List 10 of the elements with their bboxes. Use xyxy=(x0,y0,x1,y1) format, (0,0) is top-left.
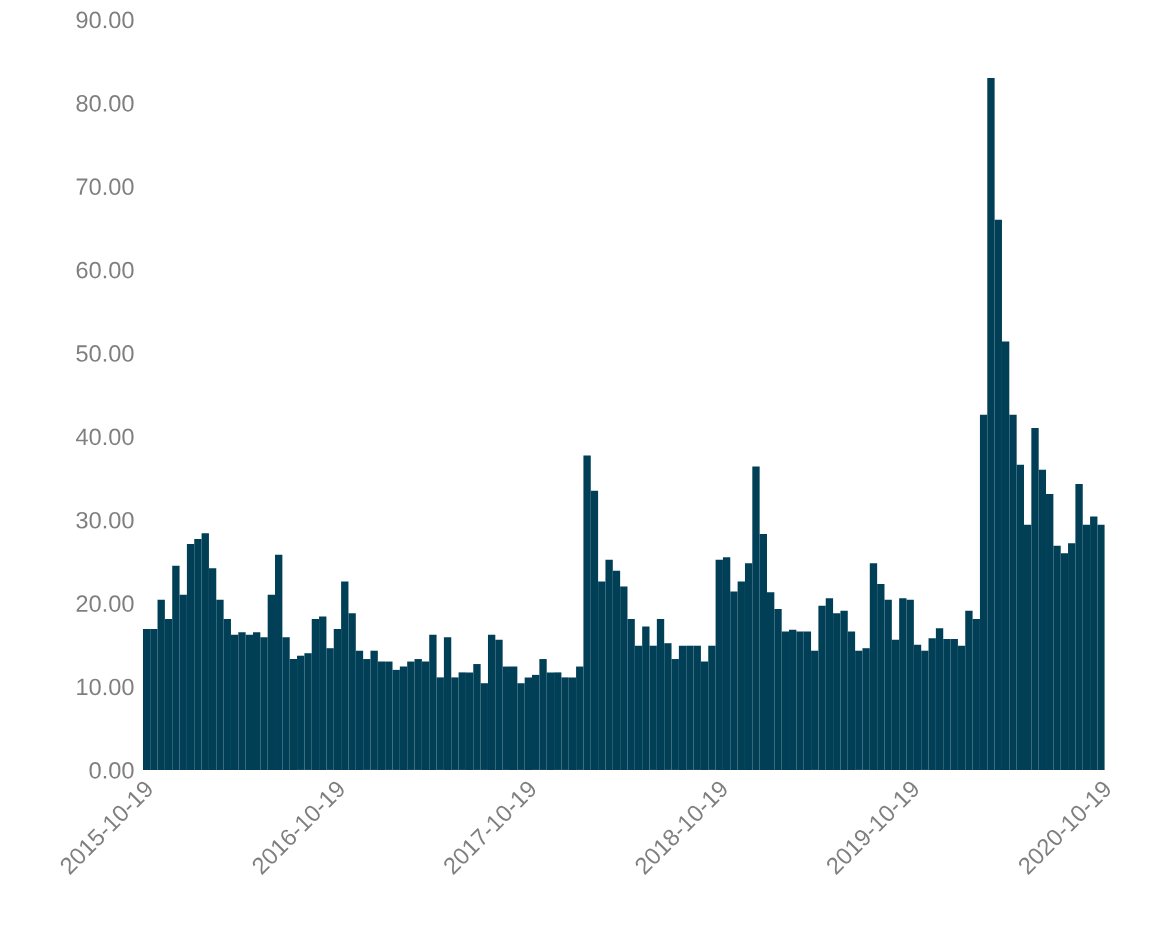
y-tick-label: 50.00 xyxy=(76,345,134,362)
y-tick-label: 10.00 xyxy=(77,678,134,696)
y-tick-label: 60.00 xyxy=(76,261,134,279)
y-tick-label: 0.00 xyxy=(89,762,134,779)
y-tick-label: 90.00 xyxy=(76,11,134,29)
y-tick-label: 30.00 xyxy=(76,511,134,529)
y-tick-label: 80.00 xyxy=(76,95,134,112)
y-tick-label: 70.00 xyxy=(76,178,134,196)
y-tick-label: 20.00 xyxy=(76,595,134,612)
y-tick-label: 40.00 xyxy=(75,428,134,446)
